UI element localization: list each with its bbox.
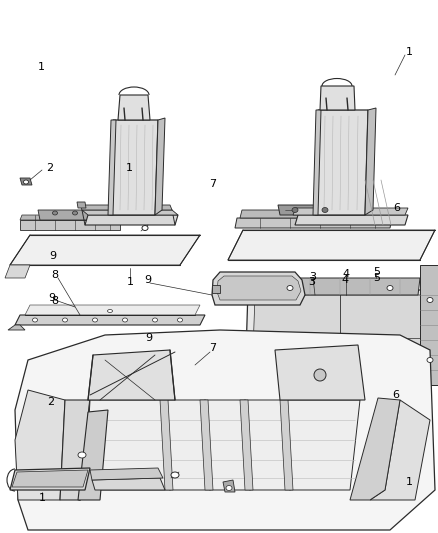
Polygon shape [85, 215, 178, 225]
Polygon shape [293, 208, 408, 215]
Polygon shape [217, 276, 301, 300]
Polygon shape [200, 400, 213, 490]
Polygon shape [15, 315, 205, 325]
Ellipse shape [287, 286, 293, 290]
Polygon shape [248, 278, 420, 295]
Polygon shape [90, 468, 163, 480]
Polygon shape [223, 480, 235, 492]
Polygon shape [80, 205, 172, 210]
Polygon shape [8, 325, 25, 330]
Polygon shape [160, 400, 173, 490]
Text: 6: 6 [392, 390, 399, 400]
Ellipse shape [63, 318, 67, 322]
Text: 5: 5 [373, 267, 380, 277]
Text: 1: 1 [38, 62, 45, 71]
Polygon shape [15, 330, 435, 530]
Text: 1: 1 [127, 277, 134, 287]
Polygon shape [278, 205, 342, 215]
Text: 9: 9 [145, 334, 152, 343]
Polygon shape [313, 110, 321, 215]
Polygon shape [245, 290, 438, 385]
Ellipse shape [292, 207, 298, 213]
Text: 7: 7 [209, 179, 216, 189]
Polygon shape [118, 95, 150, 120]
Ellipse shape [78, 452, 86, 458]
Text: 2: 2 [46, 163, 53, 173]
Polygon shape [320, 86, 355, 110]
Ellipse shape [427, 297, 433, 303]
Polygon shape [60, 400, 90, 500]
Polygon shape [20, 178, 32, 185]
Polygon shape [20, 220, 120, 230]
Ellipse shape [92, 318, 98, 322]
Text: 3: 3 [310, 272, 317, 282]
Text: 2: 2 [47, 398, 54, 407]
Ellipse shape [123, 318, 127, 322]
Polygon shape [10, 468, 90, 490]
Text: 8: 8 [51, 270, 59, 280]
Ellipse shape [177, 318, 183, 322]
Ellipse shape [73, 211, 78, 215]
Text: 4: 4 [342, 275, 349, 285]
Polygon shape [15, 390, 65, 500]
Ellipse shape [226, 486, 232, 490]
Text: 5: 5 [374, 273, 381, 283]
Polygon shape [370, 400, 430, 500]
Text: 9: 9 [145, 275, 152, 285]
Polygon shape [275, 345, 365, 400]
Ellipse shape [322, 207, 328, 213]
Polygon shape [85, 400, 360, 490]
Polygon shape [365, 108, 376, 215]
Polygon shape [108, 120, 116, 215]
Polygon shape [212, 272, 305, 305]
Polygon shape [110, 120, 158, 215]
Ellipse shape [53, 211, 57, 215]
Polygon shape [155, 118, 165, 215]
Text: 1: 1 [39, 493, 46, 503]
Ellipse shape [107, 310, 113, 312]
Ellipse shape [24, 180, 28, 184]
Ellipse shape [152, 318, 158, 322]
Polygon shape [280, 400, 293, 490]
Polygon shape [315, 110, 368, 215]
Polygon shape [212, 285, 220, 293]
Polygon shape [12, 470, 88, 487]
Text: 6: 6 [393, 203, 400, 213]
Polygon shape [25, 305, 200, 315]
Text: 1: 1 [406, 47, 413, 57]
Text: 1: 1 [406, 478, 413, 487]
Polygon shape [20, 215, 120, 220]
Polygon shape [235, 218, 392, 228]
Text: 4: 4 [343, 270, 350, 279]
Ellipse shape [427, 358, 433, 362]
Polygon shape [77, 202, 86, 208]
Ellipse shape [171, 472, 179, 478]
Polygon shape [38, 210, 92, 220]
Polygon shape [228, 230, 435, 260]
Ellipse shape [387, 286, 393, 290]
Ellipse shape [142, 225, 148, 230]
Text: 3: 3 [308, 277, 315, 287]
Polygon shape [10, 235, 200, 265]
Polygon shape [240, 400, 253, 490]
Polygon shape [420, 265, 438, 385]
Polygon shape [240, 210, 387, 218]
Polygon shape [88, 350, 175, 400]
Polygon shape [78, 410, 108, 500]
Polygon shape [92, 478, 165, 490]
Polygon shape [295, 215, 408, 225]
Ellipse shape [314, 369, 326, 381]
Polygon shape [82, 210, 178, 215]
Text: 8: 8 [51, 296, 58, 306]
Polygon shape [5, 265, 30, 278]
Ellipse shape [32, 318, 38, 322]
Polygon shape [252, 295, 433, 380]
Text: 1: 1 [126, 163, 133, 173]
Polygon shape [350, 398, 400, 500]
Text: 7: 7 [209, 343, 216, 353]
Text: 9: 9 [49, 293, 56, 303]
Text: 9: 9 [49, 251, 56, 261]
